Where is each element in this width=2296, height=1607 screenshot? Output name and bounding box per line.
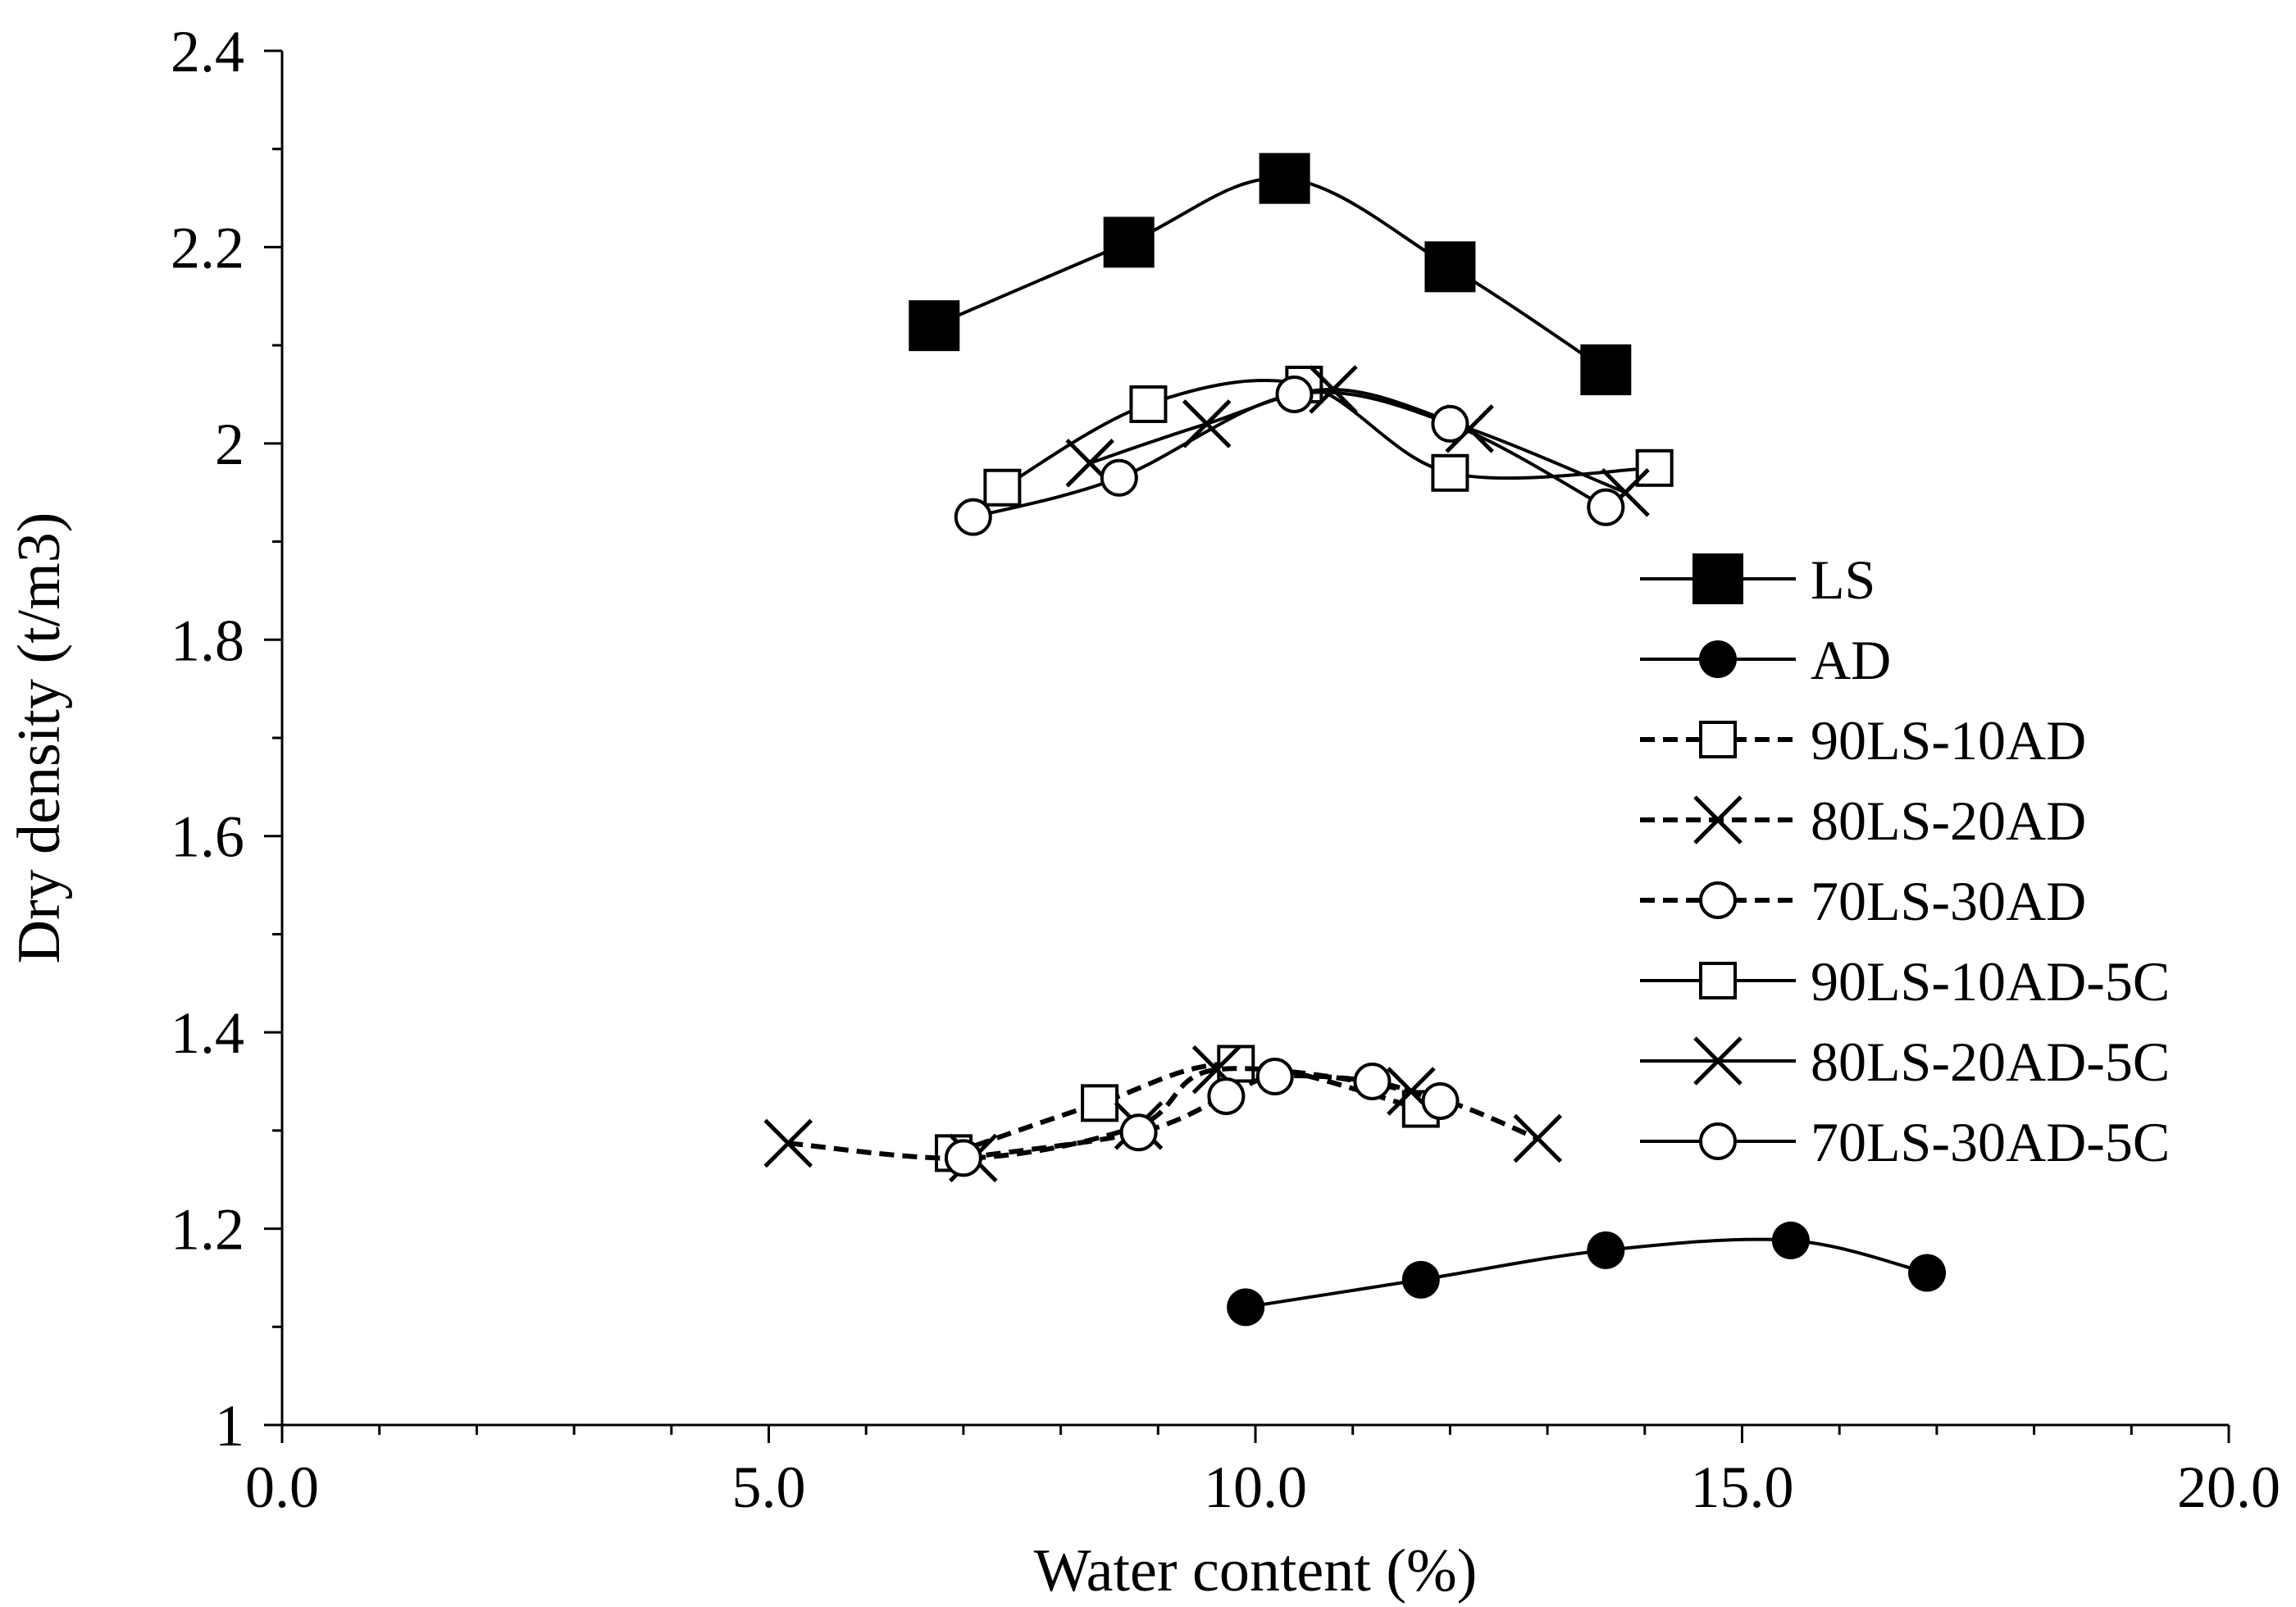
y-axis-title: Dry density (t/m3)	[6, 512, 73, 964]
legend-marker	[1693, 795, 1742, 844]
legend-marker	[1699, 640, 1737, 678]
data-point-70ls-30ad-5c	[1275, 376, 1314, 413]
series-70ls-30ad	[944, 1058, 1460, 1177]
data-point-ls	[1424, 241, 1476, 293]
legend-label: 90LS-10AD	[1811, 709, 2086, 772]
data-point-ad	[1587, 1231, 1625, 1269]
legend-item: 70LS-30AD	[1640, 870, 2086, 932]
x-tick-label: 15.0	[1691, 1454, 1794, 1520]
series-70ls-30ad-5c	[954, 376, 1625, 536]
data-point-90ls-10ad-5c	[983, 468, 1022, 507]
legend-marker	[1699, 721, 1737, 758]
y-tick-label: 1.8	[171, 608, 244, 673]
x-axis-title: Water content (%)	[1034, 1537, 1478, 1605]
x-tick-label: 0.0	[245, 1454, 319, 1520]
legend-label: AD	[1811, 629, 1891, 691]
data-point-70ls-30ad-5c	[1587, 488, 1625, 526]
data-point-70ls-30ad-5c	[1431, 404, 1469, 443]
legend-item: 90LS-10AD	[1640, 709, 2086, 772]
chart-series	[763, 153, 1947, 1327]
x-tick-label: 5.0	[732, 1454, 806, 1520]
data-point-90ls-10ad-5c	[1635, 448, 1674, 487]
y-tick-label: 2.4	[171, 19, 244, 84]
legend-marker	[1693, 1036, 1742, 1086]
data-point-ls	[1103, 216, 1155, 268]
data-point-70ls-30ad	[1353, 1063, 1392, 1100]
series-ad	[1227, 1221, 1947, 1327]
y-tick-label: 1.4	[171, 1000, 244, 1066]
series-ls	[909, 153, 1632, 396]
y-tick-label: 2	[215, 412, 244, 477]
data-point-70ls-30ad	[1255, 1058, 1294, 1096]
x-tick-label: 10.0	[1204, 1454, 1307, 1520]
data-point-ad	[1908, 1254, 1947, 1292]
series-line-90ls-10ad	[953, 1061, 1422, 1156]
data-point-ls	[1259, 153, 1310, 204]
legend-item: 70LS-30AD-5C	[1640, 1111, 2170, 1173]
legend-label: 70LS-30AD-5C	[1811, 1111, 2170, 1173]
data-point-80ls-20ad-5c	[1309, 365, 1358, 414]
x-tick-label: 20.0	[2177, 1454, 2280, 1520]
legend: LS AD 90LS-10AD 80LS-20AD 70LS-30AD 90LS-10AD…	[1640, 549, 2170, 1173]
data-point-80ls-20ad	[763, 1118, 813, 1168]
legend-marker	[1699, 1122, 1737, 1160]
legend-label: 90LS-10AD-5C	[1811, 950, 2170, 1013]
y-tick-label: 1	[215, 1393, 244, 1459]
data-point-ad	[1771, 1221, 1810, 1259]
legend-marker	[1699, 962, 1737, 999]
legend-label: 80LS-20AD-5C	[1811, 1031, 2170, 1093]
data-point-80ls-20ad	[1513, 1113, 1562, 1163]
legend-marker	[1692, 553, 1743, 604]
data-point-ls	[1580, 344, 1632, 396]
data-point-ad	[1401, 1260, 1440, 1299]
data-point-70ls-30ad-5c	[1100, 458, 1138, 497]
data-point-ls	[909, 300, 960, 352]
legend-item: 90LS-10AD-5C	[1640, 950, 2170, 1013]
series-line-80ls-20ad-5c	[1089, 387, 1626, 494]
y-tick-label: 1.6	[171, 804, 244, 870]
legend-label: 80LS-20AD	[1811, 790, 2086, 852]
data-point-70ls-30ad	[944, 1139, 982, 1177]
legend-item: 80LS-20AD-5C	[1640, 1031, 2170, 1093]
data-point-90ls-10ad-5c	[1431, 453, 1469, 492]
data-point-90ls-10ad-5c	[1129, 385, 1168, 423]
data-point-70ls-30ad	[1119, 1113, 1158, 1152]
legend-marker	[1699, 881, 1737, 919]
data-point-70ls-30ad-5c	[954, 498, 992, 536]
chart-axes: 1 1.2 1.4 1.6 1.8 2 2.2 2.4 0.0 5.0 10.0 15.0 20.0	[171, 19, 2280, 1520]
data-point-70ls-30ad	[1207, 1077, 1246, 1115]
legend-item: 80LS-20AD	[1640, 790, 2086, 852]
legend-label: 70LS-30AD	[1811, 870, 2086, 932]
y-tick-label: 2.2	[171, 215, 244, 280]
legend-item: AD	[1640, 629, 1891, 691]
data-point-70ls-30ad	[1421, 1081, 1460, 1120]
legend-label: LS	[1811, 549, 1875, 611]
data-point-90ls-10ad	[1081, 1084, 1119, 1122]
y-tick-label: 1.2	[171, 1197, 244, 1263]
legend-item: LS	[1640, 549, 1875, 611]
data-point-ad	[1227, 1288, 1265, 1327]
